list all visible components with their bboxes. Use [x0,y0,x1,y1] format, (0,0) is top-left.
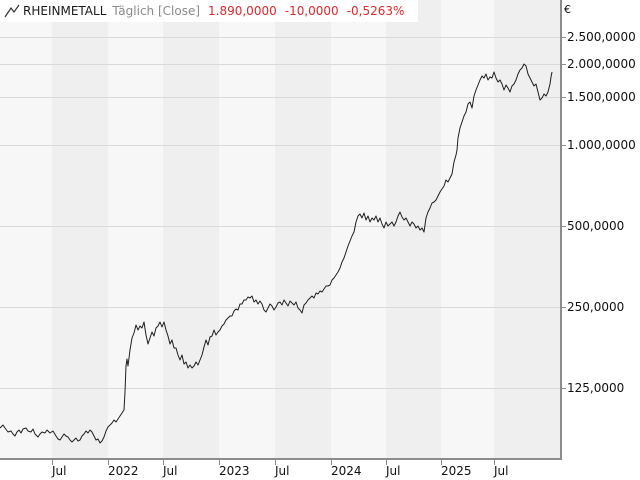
period-band [163,0,219,458]
chart-plot-area[interactable] [0,0,562,460]
period-band [0,0,52,458]
price-change: -10,0000 [284,4,339,18]
line-chart-icon [4,4,20,18]
period-band [386,0,441,458]
period-band [275,0,331,458]
y-tick [561,145,566,146]
y-tick-label: 1.500,0000 [567,90,636,104]
currency-label: € [564,3,571,16]
x-tick-label: Jul [52,464,67,478]
period-band [108,0,163,458]
gridline [0,388,560,389]
x-tick [441,460,442,465]
y-tick-label: 500,0000 [567,219,625,233]
x-tick [386,460,387,465]
x-tick-label: Jul [275,464,290,478]
y-tick [561,37,566,38]
y-tick-label: 2.000,0000 [567,57,636,71]
x-tick-label: Jul [163,464,178,478]
period-band [219,0,275,458]
x-tick [219,460,220,465]
x-tick [494,460,495,465]
chart-legend: RHEINMETALL Täglich [Close] 1.890,0000 -… [0,0,419,22]
y-tick-label: 1.000,0000 [567,138,636,152]
x-tick-label: 2023 [219,464,250,478]
chart-mode: Täglich [Close] [112,4,201,18]
period-band [52,0,108,458]
gridline [0,226,560,227]
x-tick [108,460,109,465]
x-tick-label: Jul [494,464,509,478]
x-tick [275,460,276,465]
x-tick-label: 2022 [108,464,139,478]
gridline [0,64,560,65]
gridline [0,37,560,38]
price-line [0,63,553,444]
x-tick-label: Jul [386,464,401,478]
gridline [0,145,560,146]
y-tick [561,97,566,98]
y-tick-label: 250,0000 [567,300,625,314]
y-tick [561,64,566,65]
last-price: 1.890,0000 [208,4,277,18]
y-tick [561,388,566,389]
instrument-name: RHEINMETALL [23,4,107,18]
x-tick-label: 2025 [441,464,472,478]
period-band [331,0,386,458]
y-tick [561,307,566,308]
gridline [0,307,560,308]
price-change-percent: -0,5263% [346,4,405,18]
y-tick-label: 125,0000 [567,381,625,395]
x-tick [52,460,53,465]
y-tick [561,226,566,227]
y-tick-label: 2.500,0000 [567,30,636,44]
gridline [0,97,560,98]
period-band [494,0,560,458]
x-tick [331,460,332,465]
x-tick-label: 2024 [331,464,362,478]
x-tick [163,460,164,465]
